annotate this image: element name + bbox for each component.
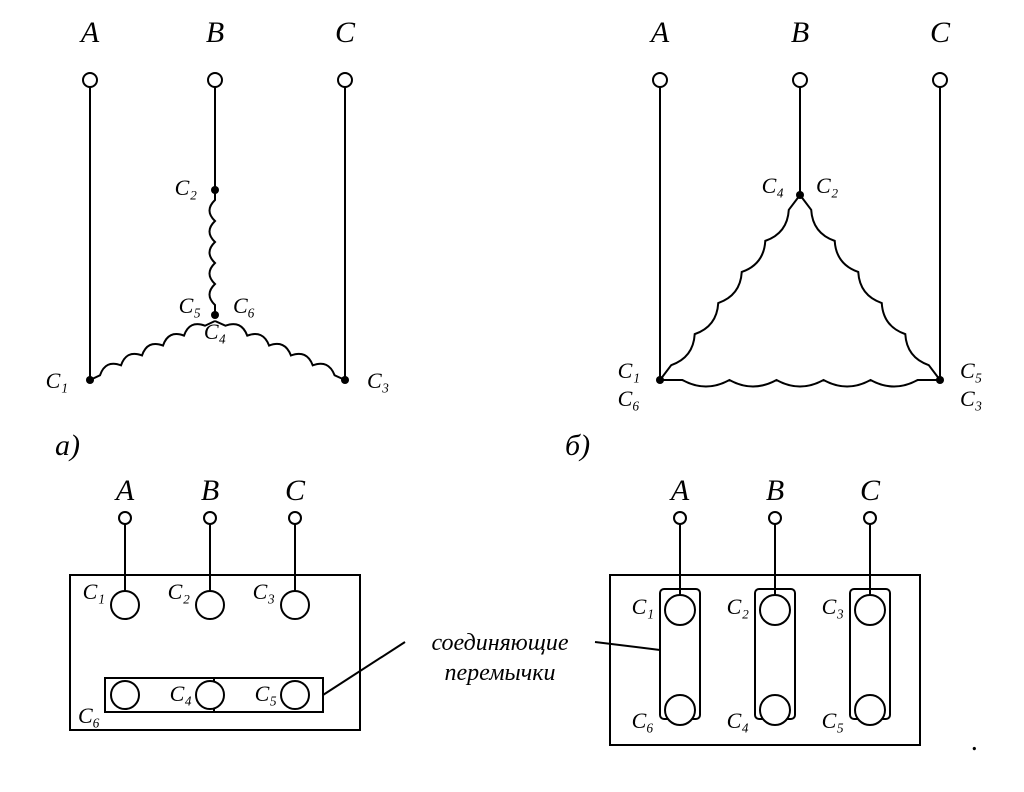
term-c1: C₁ xyxy=(618,358,640,383)
term: C₅ xyxy=(822,708,844,733)
term-c4: C₄ xyxy=(204,319,226,344)
coil xyxy=(215,321,345,380)
phase-label: C xyxy=(860,474,881,507)
term: C₁ xyxy=(632,594,654,619)
coil xyxy=(800,195,940,380)
term: C₄ xyxy=(727,708,749,733)
term-c1: C₁ xyxy=(46,368,68,393)
term: C₆ xyxy=(632,708,654,733)
phase-label: A xyxy=(669,474,690,507)
term-c4: C₄ xyxy=(762,173,784,198)
phase-label: B xyxy=(201,474,219,507)
caption-line2: перемычки xyxy=(445,660,556,686)
term-c3: C₃ xyxy=(367,368,389,393)
term-c4: C₄ xyxy=(170,681,192,706)
phase-label: C xyxy=(930,16,951,49)
term-c3: C₃ xyxy=(960,386,982,411)
term: C₃ xyxy=(253,579,275,604)
term: C₂ xyxy=(727,594,750,619)
phase-label: C xyxy=(335,16,356,49)
term: C₃ xyxy=(822,594,844,619)
term-c5: C₅ xyxy=(960,358,982,383)
term-c5: C₅ xyxy=(179,293,201,318)
stray-dot: . xyxy=(972,726,979,757)
phase-label: A xyxy=(79,16,100,49)
coil xyxy=(660,380,940,387)
phase-label: B xyxy=(766,474,784,507)
term-c6: C₆ xyxy=(233,293,255,318)
term: C₂ xyxy=(168,579,191,604)
phase-label: B xyxy=(791,16,809,49)
term-c5: C₅ xyxy=(255,681,277,706)
term: C₁ xyxy=(83,579,105,604)
figlabel-b: б) xyxy=(565,429,590,462)
term-c2: C₂ xyxy=(816,173,839,198)
coil xyxy=(210,190,216,315)
caption-line1: соединяющие xyxy=(431,630,568,656)
phase-label: C xyxy=(285,474,306,507)
coil xyxy=(90,321,215,380)
term-c2: C₂ xyxy=(175,175,198,200)
coil xyxy=(660,195,800,380)
term-c6: C₆ xyxy=(78,703,100,728)
phase-label: B xyxy=(206,16,224,49)
phase-label: A xyxy=(649,16,670,49)
figlabel-a: a) xyxy=(55,429,80,462)
term-c6: C₆ xyxy=(618,386,640,411)
phase-label: A xyxy=(114,474,135,507)
